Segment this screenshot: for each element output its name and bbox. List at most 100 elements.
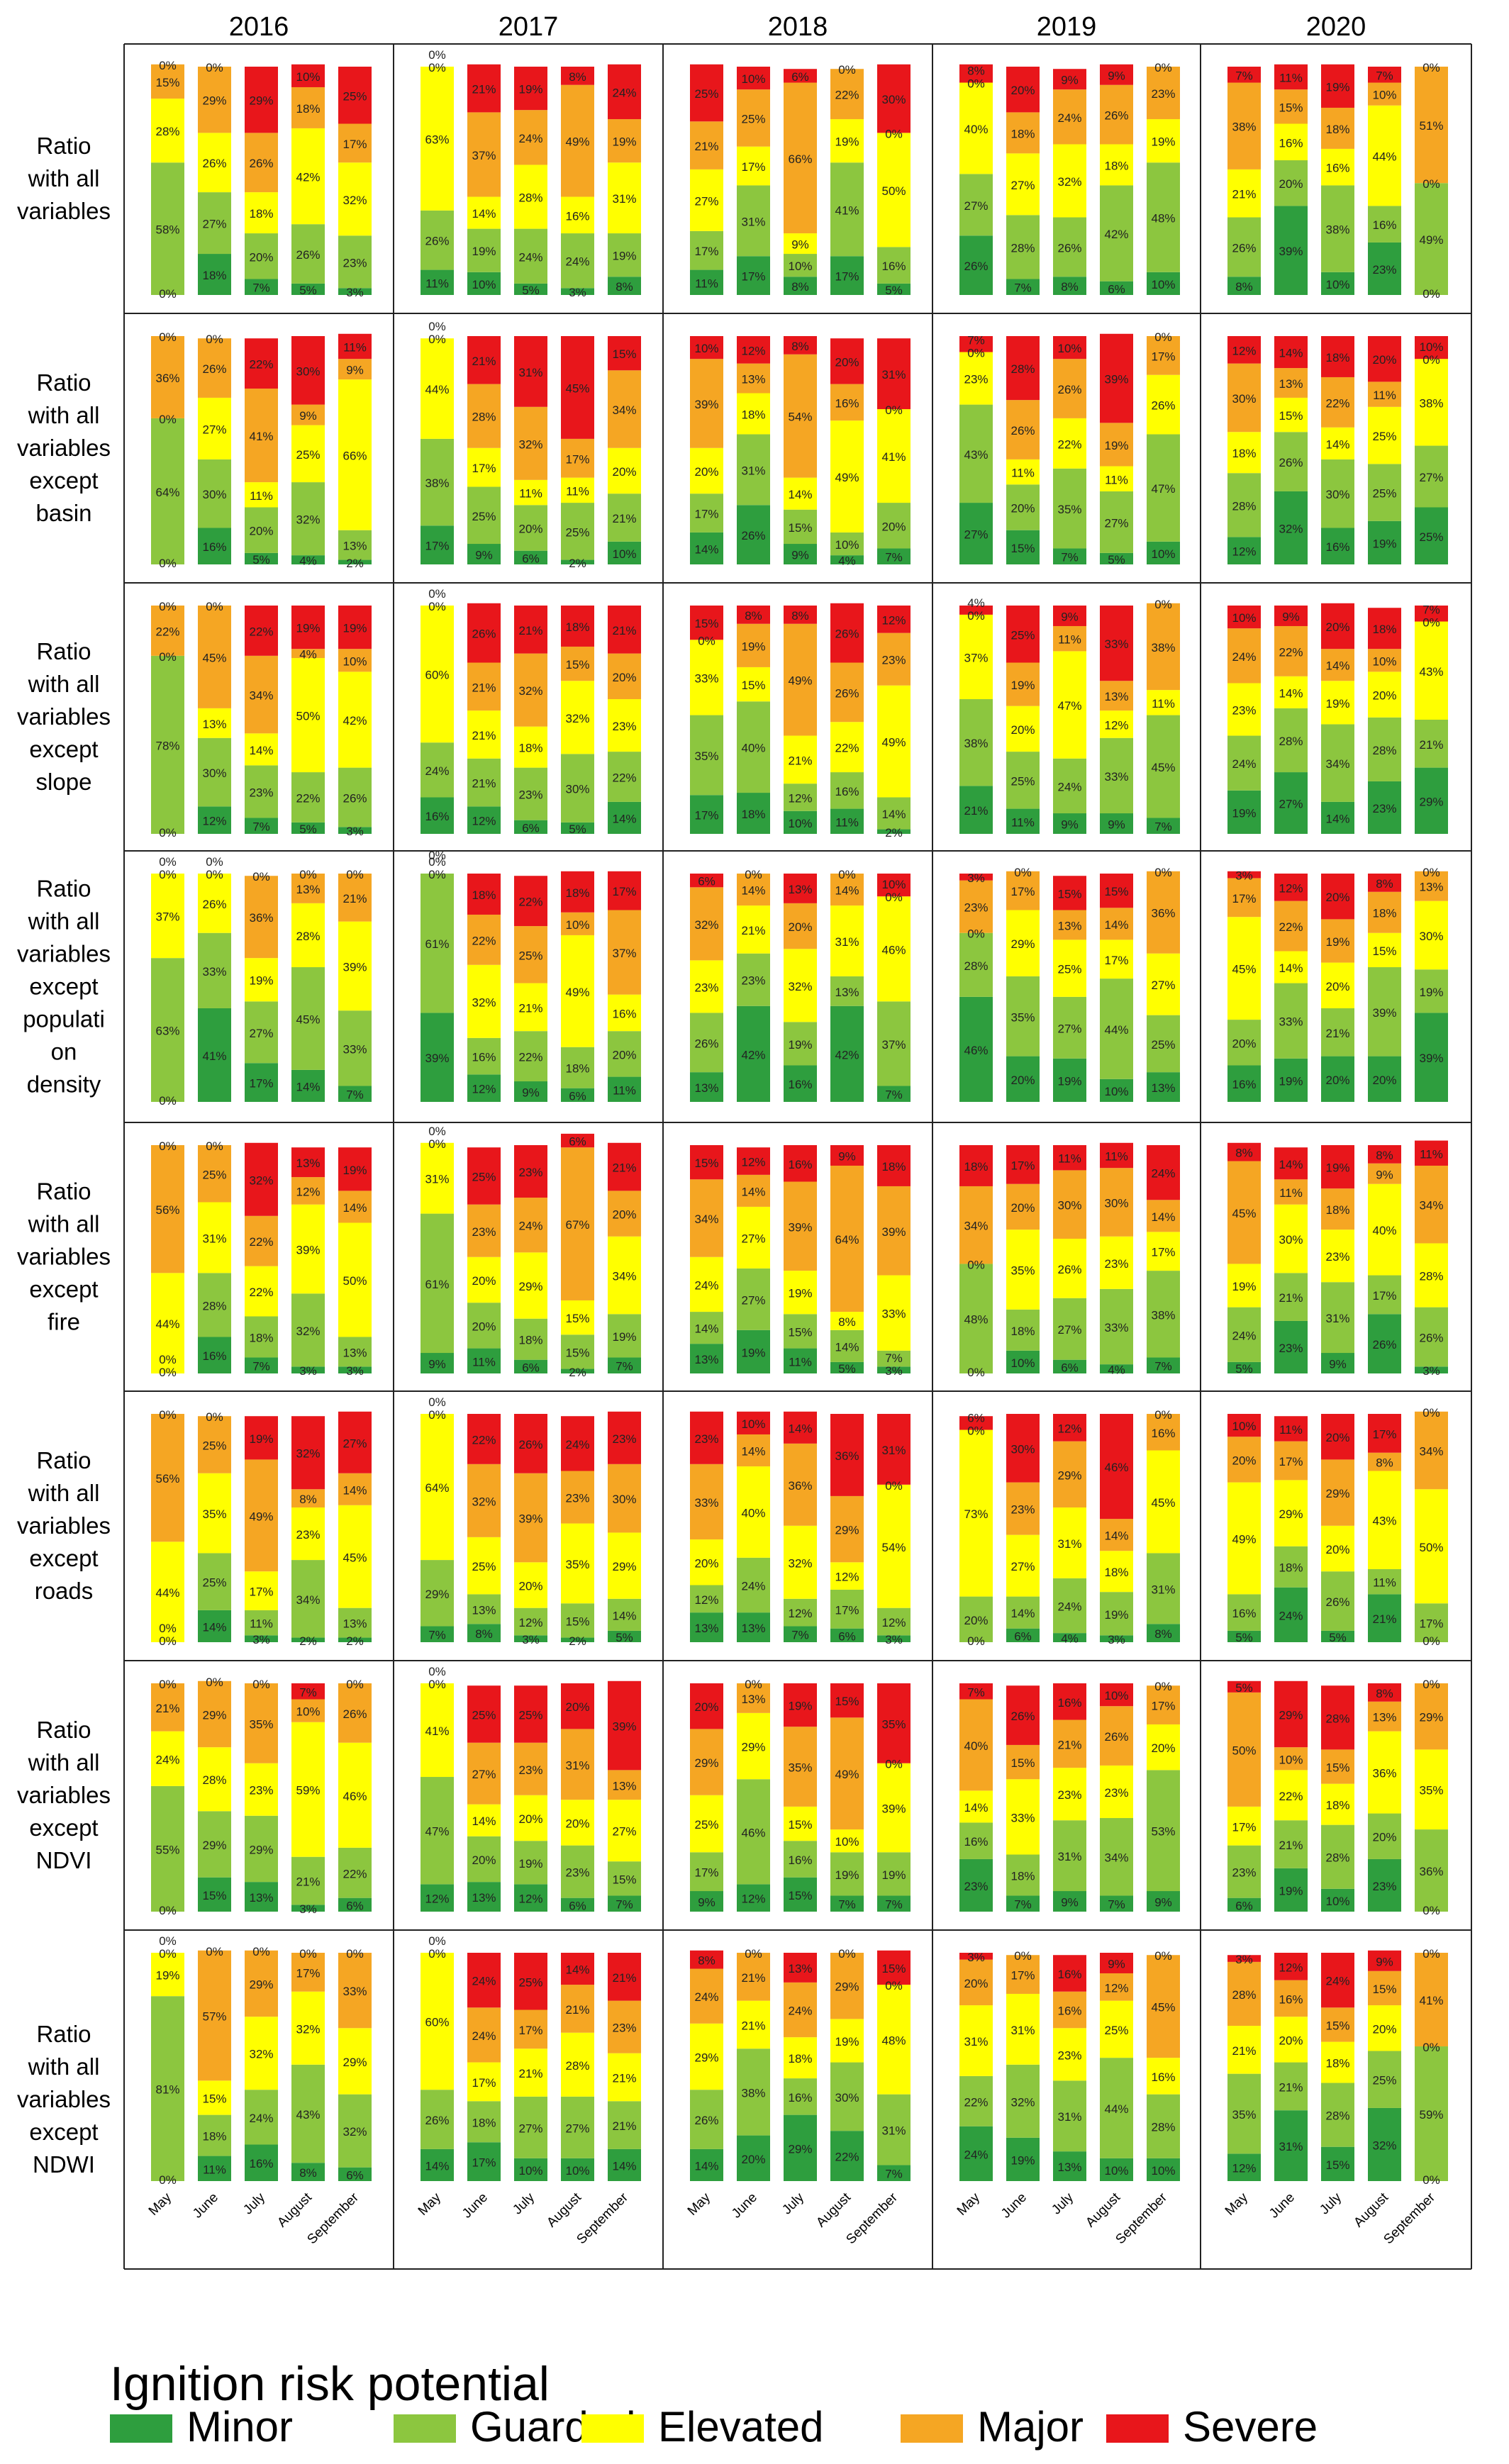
bar-june: 39%20%16%15%11% xyxy=(1274,64,1308,295)
segment-guarded xyxy=(1321,1282,1354,1354)
bar-august: 14%45%28%13%0% xyxy=(291,868,325,1102)
data-label: 16% xyxy=(964,1835,988,1849)
segment-minor xyxy=(1274,772,1308,834)
data-label: 17% xyxy=(425,540,449,553)
segment-guarded xyxy=(608,1031,641,1077)
data-label: 0% xyxy=(967,1634,985,1648)
data-label: 24% xyxy=(788,2005,812,2018)
segment-elevated xyxy=(1006,1779,1040,1855)
data-label: 24% xyxy=(155,1753,179,1766)
segment-minor xyxy=(1100,552,1133,564)
segment-severe xyxy=(959,1145,993,1186)
data-label: 18% xyxy=(1325,351,1349,364)
row-label-line: Ratio xyxy=(36,1717,91,1743)
data-label: 12% xyxy=(694,1593,718,1607)
segment-elevated xyxy=(561,1523,594,1604)
data-label: 25% xyxy=(1419,530,1443,544)
segment-major xyxy=(514,1198,547,1253)
segment-guarded xyxy=(338,1847,372,1898)
data-label: 0% xyxy=(299,1947,317,1961)
bar-june: 9%25%17%28%21% xyxy=(467,336,501,564)
data-label: 0% xyxy=(159,1366,177,1379)
segment-guarded xyxy=(877,1607,911,1636)
data-label: 22% xyxy=(835,2151,859,2164)
segment-major xyxy=(784,903,817,949)
segment-major xyxy=(338,874,372,922)
data-label: 0% xyxy=(159,1934,177,1948)
row-label-line: with all xyxy=(28,1211,100,1237)
segment-guarded xyxy=(421,1213,454,1354)
data-label: 20% xyxy=(565,1817,589,1830)
data-label: 31% xyxy=(964,2035,988,2048)
data-label: 24% xyxy=(1325,1975,1349,1988)
data-label: 13% xyxy=(296,1156,320,1170)
data-label: 31% xyxy=(881,1444,906,1457)
data-label: 27% xyxy=(343,1437,367,1450)
data-label: 11% xyxy=(1279,71,1303,84)
data-label: 12% xyxy=(518,1892,542,1906)
data-label: 0% xyxy=(159,1353,177,1366)
data-label: 19% xyxy=(835,1868,859,1882)
panel-2018-row-4: 13%26%23%32%6%42%23%21%14%0%16%19%32%20%… xyxy=(690,868,911,1102)
data-label: 26% xyxy=(202,157,226,170)
bar-september: 7%19%34%20%21% xyxy=(608,1142,641,1373)
segment-severe xyxy=(1100,64,1133,85)
data-label: 30% xyxy=(1279,1233,1303,1247)
data-label: 19% xyxy=(788,1038,812,1052)
data-label: 25% xyxy=(1151,1038,1175,1052)
segment-minor xyxy=(784,1065,817,1102)
data-label: 2% xyxy=(885,826,903,840)
segment-major xyxy=(245,1459,278,1572)
segment-severe xyxy=(1053,606,1086,626)
month-label-june: June xyxy=(460,2190,491,2221)
data-label: 47% xyxy=(1151,482,1175,496)
segment-minor xyxy=(690,1891,723,1912)
segment-severe xyxy=(830,1145,864,1166)
segment-minor xyxy=(1147,1072,1180,1102)
data-label: 37% xyxy=(612,947,636,960)
segment-major xyxy=(737,623,770,667)
bar-august: 5%14%8%64%9% xyxy=(830,1145,864,1376)
segment-severe xyxy=(1368,1950,1401,1971)
segment-guarded xyxy=(1227,2073,1261,2154)
data-label: 33% xyxy=(1104,1321,1128,1334)
segment-minor xyxy=(1274,1587,1308,1642)
panel-2017-row-8: 14%26%60%0%0%17%18%17%24%24%10%27%21%17%… xyxy=(421,1934,641,2181)
segment-major xyxy=(690,1179,723,1257)
segment-guarded xyxy=(467,1037,501,1075)
row-label-line: variables xyxy=(17,1244,111,1270)
bar-may: 14%26%60%0%0% xyxy=(421,1934,454,2181)
segment-major xyxy=(338,123,372,163)
segment-severe xyxy=(561,1683,594,1729)
segment-major xyxy=(198,67,231,133)
segment-minor xyxy=(467,806,501,834)
bar-june: 11%18%15%57%0% xyxy=(198,1945,231,2181)
data-label: 17% xyxy=(741,270,765,284)
segment-elevated xyxy=(608,447,641,494)
data-label: 34% xyxy=(612,1270,636,1283)
segment-elevated xyxy=(877,409,911,503)
data-label: 17% xyxy=(249,1077,273,1091)
data-label: 31% xyxy=(881,2124,906,2138)
segment-minor xyxy=(737,256,770,295)
segment-minor xyxy=(608,1357,641,1373)
segment-guarded xyxy=(561,1334,594,1369)
data-label: 21% xyxy=(1057,1738,1081,1751)
data-label: 14% xyxy=(1104,918,1128,932)
data-label: 26% xyxy=(1325,1595,1349,1609)
data-label: 40% xyxy=(964,123,988,136)
segment-severe xyxy=(467,603,501,663)
data-label: 14% xyxy=(202,1620,226,1634)
data-label: 35% xyxy=(1419,1784,1443,1797)
segment-elevated xyxy=(1006,910,1040,976)
data-label: 30% xyxy=(1057,1199,1081,1213)
data-label: 17% xyxy=(694,809,718,823)
segment-guarded xyxy=(690,715,723,796)
bar-august: 9%33%12%13%33% xyxy=(1100,606,1133,834)
data-label: 47% xyxy=(425,1825,449,1839)
bar-august: 17%41%19%22%0% xyxy=(830,63,864,295)
legend-item-elevated: Elevated xyxy=(581,2403,824,2451)
segment-guarded xyxy=(1415,720,1448,768)
data-label: 0% xyxy=(1154,1949,1172,1963)
data-label: 2% xyxy=(346,1634,364,1648)
